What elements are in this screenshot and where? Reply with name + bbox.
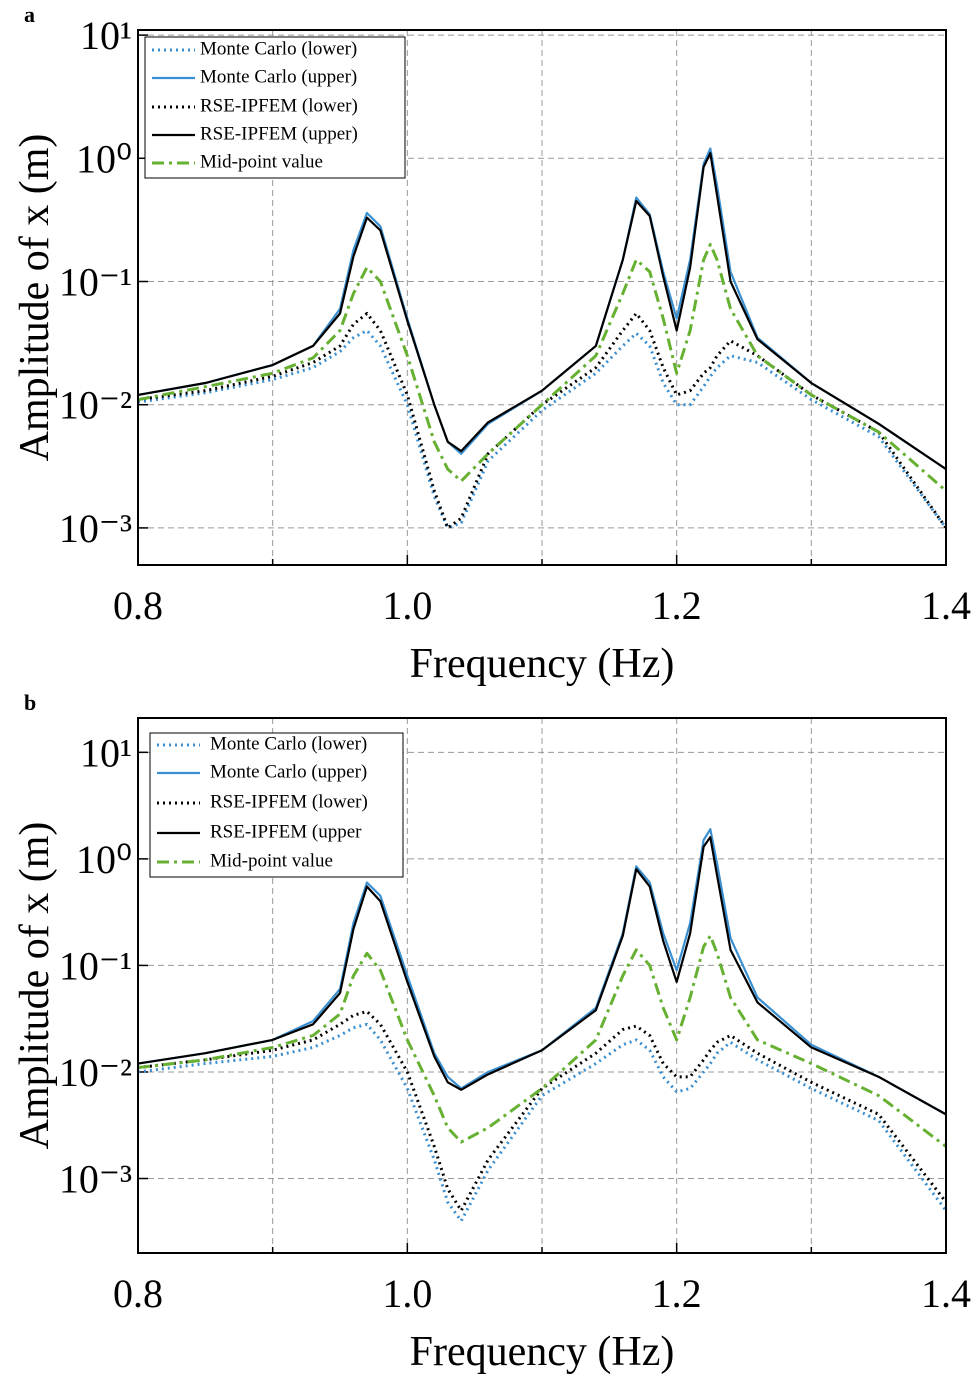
y-axis-label: Amplitude of x (m) xyxy=(12,822,58,1150)
y-tick-label: 10¹ xyxy=(80,13,132,58)
x-axis-label: Frequency (Hz) xyxy=(410,1329,675,1375)
y-axis-label: Amplitude of x (m) xyxy=(12,134,58,462)
series-line xyxy=(137,152,947,471)
legend-label: RSE-IPFEM (upper xyxy=(210,821,362,842)
x-tick-label: 1.4 xyxy=(921,583,971,628)
y-tick-label: 10⁻² xyxy=(59,1050,132,1095)
y-tick-label: 10⁻¹ xyxy=(59,943,132,988)
series-line xyxy=(137,1009,948,1213)
legend-label: Monte Carlo (upper) xyxy=(210,761,367,782)
legend-label: Mid-point value xyxy=(200,151,323,172)
y-tick-label: 10⁻³ xyxy=(59,1157,132,1202)
x-tick-label: 0.8 xyxy=(113,583,163,628)
x-tick-label: 1.0 xyxy=(382,1271,432,1316)
legend-label: Monte Carlo (lower) xyxy=(200,38,357,59)
series-line xyxy=(137,934,947,1148)
plot-frame xyxy=(137,717,947,1254)
y-tick-label: 10⁰ xyxy=(76,136,132,181)
legend-label: Monte Carlo (lower) xyxy=(210,733,367,754)
series-line xyxy=(137,329,948,530)
series-line xyxy=(137,836,947,1116)
x-tick-label: 0.8 xyxy=(113,1271,163,1316)
legend-label: RSE-IPFEM (upper) xyxy=(200,123,358,144)
panel-label: b xyxy=(24,690,36,715)
series-line xyxy=(137,311,948,530)
panel-label: a xyxy=(24,2,35,27)
x-axis-label: Frequency (Hz) xyxy=(410,641,675,687)
plot-frame xyxy=(137,29,947,566)
y-tick-label: 10⁻² xyxy=(59,383,132,428)
x-tick-label: 1.2 xyxy=(652,583,702,628)
x-tick-label: 1.4 xyxy=(921,1271,971,1316)
series-line xyxy=(137,242,947,492)
legend-label: Monte Carlo (upper) xyxy=(200,66,357,87)
y-tick-label: 10⁰ xyxy=(76,837,132,882)
legend-label: RSE-IPFEM (lower) xyxy=(210,791,368,812)
x-tick-label: 1.0 xyxy=(382,583,432,628)
y-tick-label: 10⁻¹ xyxy=(59,260,132,305)
x-tick-label: 1.2 xyxy=(652,1271,702,1316)
y-tick-label: 10⁻³ xyxy=(59,506,132,551)
legend-label: Mid-point value xyxy=(210,850,333,871)
legend-label: RSE-IPFEM (lower) xyxy=(200,95,358,116)
y-tick-label: 10¹ xyxy=(80,730,132,775)
series-line xyxy=(137,1022,948,1223)
legend-box xyxy=(149,732,404,878)
